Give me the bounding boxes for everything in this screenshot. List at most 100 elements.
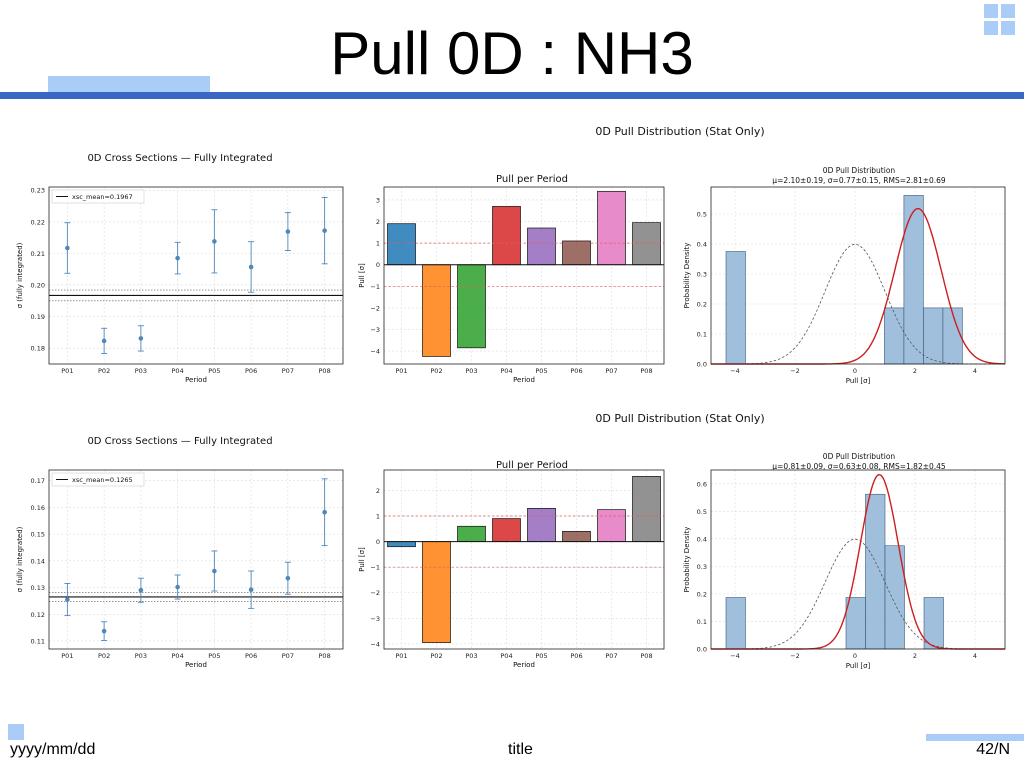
chart-title: 0D Pull Distribution — [823, 166, 896, 175]
footer-page-number: 42/N — [976, 741, 1010, 758]
x-tick-label: P08 — [640, 652, 652, 660]
y-tick-label: 0.12 — [31, 611, 45, 619]
cross-section-chart-bottom: 0D Cross Sections — Fully Integrated 0.11… — [16, 436, 344, 669]
legend-label: xsc_mean=0.1967 — [72, 193, 133, 201]
y-axis-label: σ (fully integrated) — [16, 526, 24, 592]
y-tick-label: −2 — [370, 589, 380, 597]
bar — [492, 206, 521, 266]
bar — [422, 264, 451, 357]
footer-date: yyyy/mm/dd — [10, 741, 96, 758]
bar — [492, 518, 521, 542]
histogram-bar — [923, 307, 944, 365]
y-tick-label: −4 — [370, 348, 380, 356]
y-tick-label: 0.2 — [697, 590, 707, 598]
reference-gaussian-curve — [711, 243, 1005, 365]
x-tick-label: P07 — [282, 652, 294, 660]
y-tick-label: 0.18 — [31, 345, 45, 353]
y-tick-label: 0.0 — [697, 361, 707, 369]
legend-box — [51, 472, 145, 487]
axes-frame — [48, 186, 344, 365]
x-tick-label: P05 — [535, 367, 547, 375]
y-tick-label: 0.5 — [697, 508, 707, 516]
bar — [387, 541, 416, 548]
bar — [527, 227, 556, 266]
chart-subtitle: μ=0.81±0.09, σ=0.63±0.08, RMS=1.82±0.45 — [772, 462, 946, 471]
y-tick-label: 2 — [376, 487, 380, 495]
bar — [597, 190, 626, 266]
chart-title: 0D Cross Sections — Fully Integrated — [87, 436, 272, 447]
header-accent-bar — [0, 92, 1024, 99]
bar — [562, 531, 591, 542]
chart-subtitle: μ=2.10±0.19, σ=0.77±0.15, RMS=2.81±0.69 — [772, 176, 946, 185]
y-tick-label: 0.1 — [697, 331, 707, 339]
y-tick-label: −3 — [370, 615, 380, 623]
data-point — [212, 239, 217, 244]
chart-title: Pull per Period — [496, 460, 568, 471]
x-tick-label: P04 — [172, 652, 184, 660]
x-tick-label: 2 — [913, 652, 917, 660]
axes-frame — [383, 469, 665, 650]
y-tick-label: 0.0 — [697, 646, 707, 654]
x-tick-label: P06 — [245, 367, 257, 375]
x-axis-label: Period — [513, 661, 535, 669]
x-tick-label: P05 — [208, 652, 220, 660]
footer-accent-square — [8, 724, 24, 740]
x-tick-label: P05 — [535, 652, 547, 660]
bar — [457, 525, 486, 542]
x-tick-label: 4 — [973, 367, 977, 375]
slide-title: Pull 0D : NH3 — [330, 20, 694, 87]
x-axis-label: Pull [σ] — [846, 662, 871, 670]
x-tick-label: P02 — [430, 367, 442, 375]
y-axis-label: Probability Density — [683, 243, 691, 309]
y-tick-label: 0.20 — [31, 281, 45, 289]
x-tick-label: P02 — [430, 652, 442, 660]
y-tick-label: 1 — [376, 513, 380, 521]
y-tick-label: 0.21 — [31, 250, 45, 258]
x-tick-label: P03 — [135, 367, 147, 375]
axes-frame — [710, 469, 1006, 650]
x-tick-label: −2 — [790, 367, 800, 375]
chart-title: 0D Pull Distribution — [823, 452, 896, 461]
x-tick-label: P01 — [61, 367, 73, 375]
x-tick-label: P08 — [319, 652, 331, 660]
y-tick-label: 0.23 — [31, 187, 45, 195]
histogram-bar — [845, 597, 866, 650]
x-tick-label: P04 — [172, 367, 184, 375]
data-point — [101, 628, 107, 634]
x-axis-label: Period — [185, 661, 207, 669]
data-point — [285, 575, 291, 581]
x-tick-label: P07 — [605, 367, 617, 375]
data-point — [212, 568, 217, 574]
data-point — [175, 584, 180, 590]
x-tick-label: P03 — [135, 652, 147, 660]
x-tick-label: P03 — [465, 367, 477, 375]
footer-title: title — [508, 741, 533, 758]
legend-label: xsc_mean=0.1265 — [72, 476, 133, 484]
y-tick-label: 0.19 — [31, 313, 45, 321]
data-point — [285, 229, 291, 234]
y-tick-label: 0.3 — [697, 563, 707, 571]
x-tick-label: 2 — [913, 367, 917, 375]
data-point — [65, 245, 70, 251]
x-tick-label: P06 — [245, 652, 257, 660]
y-tick-label: −1 — [370, 283, 380, 291]
x-tick-label: P01 — [61, 652, 73, 660]
histogram-bar — [903, 195, 924, 365]
x-tick-label: P04 — [500, 652, 512, 660]
pull-distribution-chart-top: 0D Pull Distribution (Stat Only) 0D Pull … — [595, 125, 1006, 385]
bar — [387, 223, 416, 266]
data-point — [138, 336, 144, 341]
bar — [527, 508, 556, 542]
bar — [457, 264, 486, 349]
x-tick-label: 0 — [853, 652, 857, 660]
y-tick-label: 0 — [376, 538, 380, 546]
legend-box — [51, 189, 145, 204]
y-tick-label: 2 — [376, 218, 380, 226]
histogram-bar — [865, 493, 886, 650]
x-tick-label: −4 — [730, 652, 740, 660]
data-point — [101, 338, 107, 344]
x-tick-label: P07 — [282, 367, 294, 375]
x-tick-label: 4 — [973, 652, 977, 660]
data-point — [248, 587, 254, 592]
x-axis-label: Period — [185, 376, 207, 384]
